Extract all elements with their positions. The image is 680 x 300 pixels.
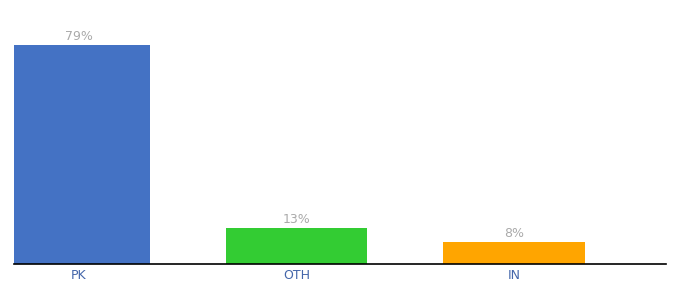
Text: 8%: 8% bbox=[504, 227, 524, 240]
Bar bbox=[8, 45, 150, 264]
Bar bbox=[226, 228, 367, 264]
Text: 79%: 79% bbox=[65, 30, 92, 43]
Text: 13%: 13% bbox=[283, 213, 310, 226]
Bar bbox=[443, 242, 585, 264]
